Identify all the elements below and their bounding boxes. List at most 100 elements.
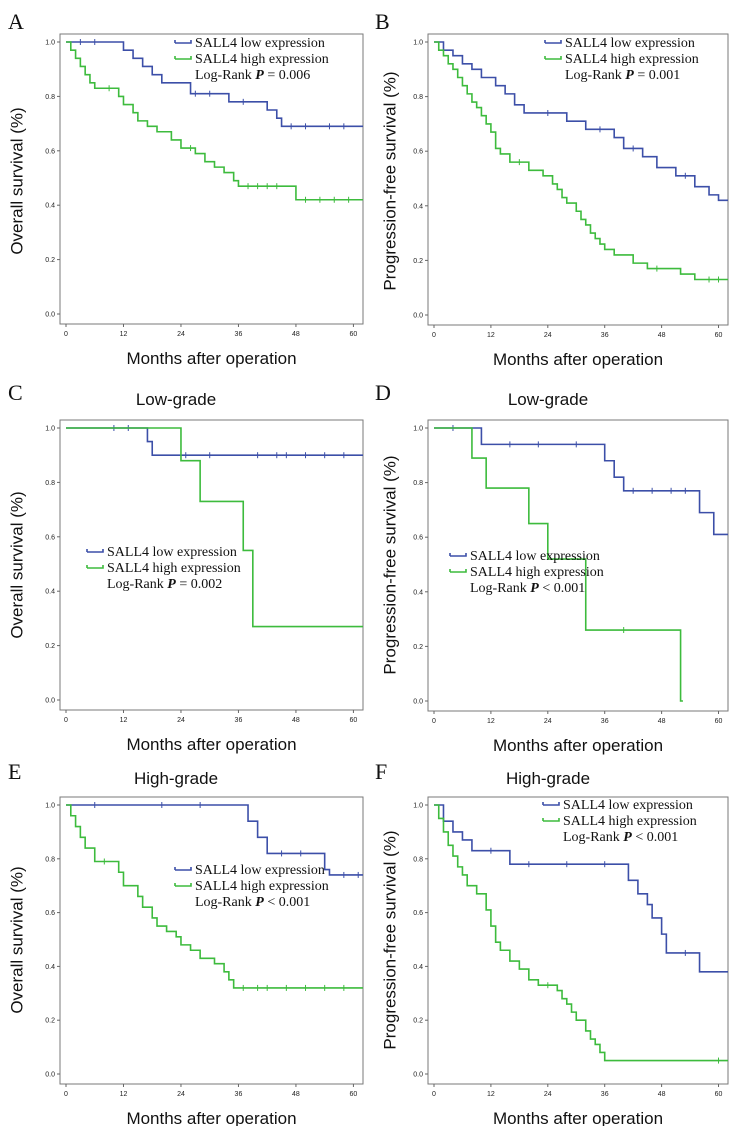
log-rank-pvalue: Log-Rank P < 0.001 <box>195 895 310 910</box>
y-tick-label: 0.2 <box>45 1018 55 1025</box>
plot-frame <box>427 796 729 1085</box>
legend-label: SALL4 high expression <box>565 52 699 67</box>
y-tick-label: 1.0 <box>45 426 55 433</box>
x-tick-label: 0 <box>64 331 68 338</box>
pvalue-prefix: Log-Rank <box>195 68 255 83</box>
pvalue-prefix: Log-Rank <box>107 577 167 592</box>
y-tick-label: 0.4 <box>45 589 55 596</box>
chart-panel-c: C Low-grade 0.0 0.2 0.4 0.6 0.8 1.0 0 12 24 36 48 60 M… <box>7 380 364 754</box>
pvalue-value: = 0.006 <box>264 68 310 83</box>
pvalue-value: = 0.002 <box>176 577 222 592</box>
legend-label: SALL4 low expression <box>565 36 695 51</box>
y-tick-label: 0.8 <box>413 94 423 101</box>
pvalue-prefix: Log-Rank <box>565 68 625 83</box>
y-tick-label: 0.8 <box>45 480 55 487</box>
y-tick-label: 0.8 <box>413 480 423 487</box>
pvalue-symbol: P <box>167 577 176 592</box>
pvalue-value: < 0.001 <box>264 895 310 910</box>
pvalue-value: = 0.001 <box>634 68 680 83</box>
legend-label: SALL4 low expression <box>195 36 325 51</box>
legend-swatch-sall4-low <box>174 40 192 44</box>
y-axis-label: Progression-free survival (%) <box>380 455 399 674</box>
y-tick-label: 0.4 <box>413 589 423 596</box>
y-axis-label: Overall survival (%) <box>7 491 26 638</box>
pvalue-symbol: P <box>530 581 539 596</box>
panel-letter: C <box>8 380 23 405</box>
y-axis-label: Progression-free survival (%) <box>380 830 399 1049</box>
pvalue-symbol: P <box>625 68 634 83</box>
x-tick-label: 24 <box>177 331 185 338</box>
x-tick-label: 0 <box>64 1091 68 1098</box>
x-tick-label: 36 <box>235 331 243 338</box>
series-line-sall4-low <box>66 427 363 456</box>
log-rank-pvalue: Log-Rank P = 0.001 <box>565 68 680 83</box>
y-tick-label: 0.2 <box>45 257 55 264</box>
series-line-sall4-high <box>66 804 363 989</box>
legend-swatch-sall4-high <box>86 565 104 569</box>
y-tick-label: 0.6 <box>45 148 55 155</box>
series-line-sall4-high <box>434 427 683 702</box>
y-tick-label: 0.4 <box>45 964 55 971</box>
pvalue-symbol: P <box>255 895 264 910</box>
y-tick-label: 1.0 <box>413 803 423 810</box>
legend-label: SALL4 high expression <box>470 565 604 580</box>
panel-title: High-grade <box>506 769 590 788</box>
y-tick-label: 0.0 <box>413 699 423 706</box>
legend-swatch-sall4-high <box>542 818 560 822</box>
legend-swatch-sall4-low <box>544 40 562 44</box>
chart-panel-b: B 0.0 0.2 0.4 0.6 0.8 1.0 0 12 24 36 48 60 Months aft… <box>375 9 729 369</box>
x-tick-label: 0 <box>432 1091 436 1098</box>
y-tick-label: 0.8 <box>45 856 55 863</box>
x-tick-label: 60 <box>350 717 358 724</box>
x-axis-label: Months after operation <box>126 349 296 368</box>
series-line-sall4-low <box>66 41 363 128</box>
x-tick-label: 36 <box>601 718 609 725</box>
x-tick-label: 48 <box>292 717 300 724</box>
y-tick-label: 0.6 <box>413 910 423 917</box>
legend-swatch-sall4-high <box>174 883 192 887</box>
y-tick-label: 0.0 <box>45 698 55 705</box>
x-tick-label: 12 <box>487 718 495 725</box>
x-tick-label: 60 <box>715 718 723 725</box>
x-axis-label: Months after operation <box>493 350 663 369</box>
series-line-sall4-low <box>66 804 363 876</box>
legend-label: SALL4 high expression <box>195 52 329 67</box>
x-tick-label: 24 <box>544 332 552 339</box>
legend-swatch-sall4-low <box>542 802 560 806</box>
x-tick-label: 0 <box>432 718 436 725</box>
panel-letter: D <box>375 380 391 405</box>
legend-label: SALL4 high expression <box>563 814 697 829</box>
y-tick-label: 0.6 <box>413 149 423 156</box>
x-tick-label: 36 <box>235 1091 243 1098</box>
series-line-sall4-low <box>434 804 728 973</box>
series-line-sall4-high <box>434 41 728 281</box>
pvalue-symbol: P <box>623 830 632 845</box>
y-tick-label: 0.8 <box>413 856 423 863</box>
y-tick-label: 1.0 <box>413 40 423 47</box>
x-tick-label: 36 <box>235 717 243 724</box>
x-tick-label: 24 <box>177 717 185 724</box>
panel-letter: E <box>8 759 21 784</box>
x-tick-label: 36 <box>601 332 609 339</box>
x-tick-label: 12 <box>120 331 128 338</box>
legend-label: SALL4 low expression <box>195 863 325 878</box>
plot-frame <box>59 33 364 325</box>
chart-panel-e: E High-grade 0.0 0.2 0.4 0.6 0.8 1.0 0 12 24 36 48 60… <box>7 759 364 1126</box>
panel-title: High-grade <box>134 769 218 788</box>
panel-title: Low-grade <box>508 390 588 409</box>
x-tick-label: 60 <box>350 331 358 338</box>
plot-frame <box>59 796 364 1085</box>
x-tick-label: 24 <box>544 1091 552 1098</box>
log-rank-pvalue: Log-Rank P = 0.002 <box>107 577 222 592</box>
legend-label: SALL4 high expression <box>107 561 241 576</box>
x-tick-label: 0 <box>432 332 436 339</box>
pvalue-value: < 0.001 <box>632 830 678 845</box>
pvalue-symbol: P <box>255 68 264 83</box>
y-tick-label: 0.8 <box>45 94 55 101</box>
x-tick-label: 0 <box>64 717 68 724</box>
y-tick-label: 1.0 <box>45 40 55 47</box>
